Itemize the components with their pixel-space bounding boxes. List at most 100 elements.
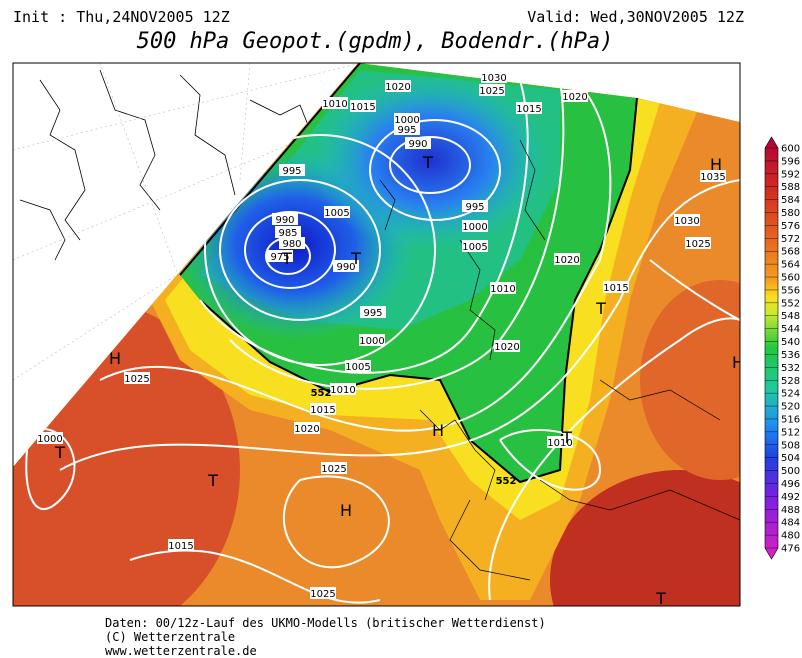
colorbar-label: 484 (781, 518, 800, 529)
colorbar-label: 504 (781, 453, 800, 464)
isobar-label: 1020 (385, 82, 410, 93)
isobar-label: 980 (282, 239, 301, 250)
isobar-label-bg (481, 71, 507, 83)
pressure-center: T (422, 153, 433, 172)
isobars (25, 79, 740, 604)
isobar-label: 1025 (124, 374, 149, 385)
colorbar-label: 536 (781, 350, 800, 361)
colorbar-label: 548 (781, 311, 800, 322)
geopotential-label: 552 (311, 388, 332, 399)
isobar-label: 1030 (674, 216, 699, 227)
isobar-label-bg (359, 334, 385, 346)
isobar-label-bg (333, 260, 359, 272)
isobar-label-bg (330, 383, 356, 395)
isobar-label-bg (37, 432, 63, 444)
isobar-label-bg (275, 226, 301, 238)
colorbar-label: 576 (781, 221, 800, 232)
pressure-center: T (281, 249, 292, 268)
footer-line: www.wetterzentrale.de (105, 644, 257, 658)
isobar-label: 1015 (350, 102, 375, 113)
isobar-label-bg (462, 200, 488, 212)
isobar-label: 995 (282, 166, 301, 177)
colorbar-label: 556 (781, 285, 800, 296)
isobar-label: 1005 (462, 242, 487, 253)
isobar-label-bg (685, 237, 711, 249)
init-time: Init : Thu,24NOV2005 12Z (13, 8, 230, 26)
isobar-label: 990 (336, 262, 355, 273)
colorbar-label: 592 (781, 169, 800, 180)
colorbar-label: 488 (781, 505, 800, 516)
coastlines-outside (19, 69, 311, 261)
isobar-label-bg (385, 80, 411, 92)
isobar-label: 1025 (310, 589, 335, 600)
isobar-label: 1025 (685, 239, 710, 250)
field (13, 63, 740, 606)
isobar-label-bg (345, 360, 371, 372)
colorbar-label: 588 (781, 182, 800, 193)
isobar-label-bg (279, 237, 305, 249)
isobar-label: 1015 (310, 405, 335, 416)
isobar-label: 1000 (359, 336, 384, 347)
pressure-center: T (207, 471, 218, 490)
colorbar-label: 532 (781, 363, 800, 374)
isobar-label-bg (490, 282, 516, 294)
isobar-label: 1015 (168, 541, 193, 552)
colorbar-label: 480 (781, 531, 800, 542)
colorbar-label: 552 (781, 298, 800, 309)
pressure-center: T (54, 443, 65, 462)
isobar-label: 1020 (554, 255, 579, 266)
isobar-label: 1005 (345, 362, 370, 373)
colorbar-label: 572 (781, 234, 800, 245)
colorbar-label: 528 (781, 376, 800, 387)
colorbar-label: 596 (781, 156, 800, 167)
isobar-label: 995 (397, 125, 416, 136)
isobar-label-bg (360, 306, 386, 318)
colorbar-label: 540 (781, 337, 800, 348)
isobar-label-bg (462, 220, 488, 232)
footer-line: Daten: 00/12z-Lauf des UKMO-Modells (bri… (105, 616, 546, 630)
isobar-label-bg (494, 340, 520, 352)
pressure-center: H (340, 501, 352, 520)
colorbar-label: 516 (781, 414, 800, 425)
isobar-label: 1035 (700, 172, 725, 183)
pressure-center: T (655, 589, 666, 608)
colorbar-label: 544 (781, 324, 800, 335)
isobar-label: 1015 (516, 104, 541, 115)
isobar-label-bg (168, 539, 194, 551)
colorbar-label: 496 (781, 479, 800, 490)
colorbar-label: 508 (781, 440, 800, 451)
isobar-label: 1020 (494, 342, 519, 353)
isobar-label: 1010 (330, 385, 355, 396)
colorbar-label: 560 (781, 273, 800, 284)
pressure-center: T (561, 428, 572, 447)
colorbar-label: 476 (781, 544, 800, 555)
isobar-label-bg (350, 100, 376, 112)
pressure-center: H (710, 155, 722, 174)
isobar-label-bg (310, 587, 336, 599)
colorbar-label: 520 (781, 402, 800, 413)
isobar-label: 1025 (321, 464, 346, 475)
isobar-label-bg (322, 97, 348, 109)
colorbar (764, 136, 779, 560)
isobar-label: 1020 (294, 424, 319, 435)
colorbar-label: 524 (781, 389, 800, 400)
isobar-label-bg (394, 123, 420, 135)
isobar-label: 990 (408, 139, 427, 150)
isobar-label: 1025 (479, 86, 504, 97)
map-frame (12, 62, 741, 607)
isobar-label: 995 (465, 202, 484, 213)
pressure-center: H (432, 421, 444, 440)
isobar-label: 1010 (547, 438, 572, 449)
isobar-label-bg (279, 164, 305, 176)
geopotential-label: 552 (496, 476, 517, 487)
colorbar-label: 584 (781, 195, 800, 206)
isobar-label-bg (462, 240, 488, 252)
isobar-label: 995 (363, 308, 382, 319)
isobar-label: 1000 (394, 115, 419, 126)
isobar-label-bg (394, 113, 420, 125)
coastlines-inside (379, 139, 740, 581)
isobar-label: 1005 (324, 208, 349, 219)
isobar-label-bg (674, 214, 700, 226)
